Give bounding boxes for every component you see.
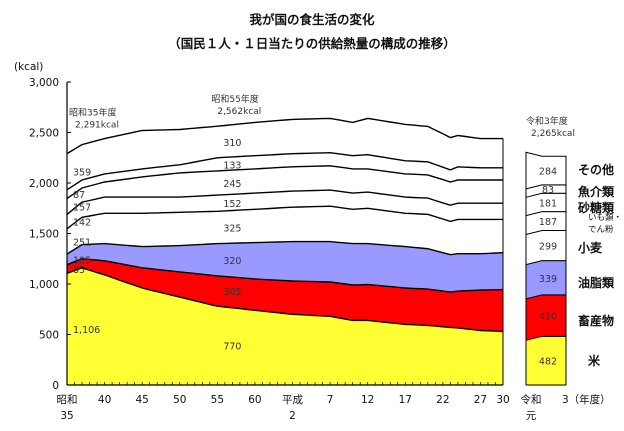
reiwa3-total: 2,265kcal [531, 129, 575, 139]
value-label-sugar: 157 [73, 202, 91, 213]
x-tick-label: 45 [135, 394, 148, 406]
legend-item-other: その他 [578, 162, 614, 177]
boundary-line-rice [66, 267, 504, 333]
legend-item-sugar: 砂糖類 [577, 200, 615, 215]
x-tick-label: 40 [98, 394, 111, 406]
value-label-wheat: 251 [73, 237, 91, 248]
x-tick-label: 12 [361, 394, 374, 406]
reiwa3-bar: 令和3年度 2,265kcal 482 410 339 299 187 181 83 284 令和元… [521, 115, 611, 422]
annotation-total: 2,291kcal [75, 121, 119, 131]
x-tick-label: 55 [211, 394, 224, 406]
x-tick-label: 7 [327, 394, 334, 406]
value-label-starch: 142 [73, 218, 91, 229]
y-axis-unit: (kcal) [14, 61, 43, 73]
y-tick-label: 3,000 [29, 77, 59, 89]
value-label-sugar: 245 [223, 179, 241, 190]
reiwa3-value-wheat: 299 [539, 242, 557, 253]
y-tick-label: 1,000 [29, 279, 59, 291]
reiwa3-segment-other [525, 151, 567, 190]
x-tick-label: 60 [248, 394, 261, 406]
boundary-line-sugar [66, 165, 503, 200]
x-label-reiwa3: 3（年度） [562, 393, 611, 406]
reiwa3-year: 令和3年度 [526, 115, 568, 127]
x-tick-label: 27 [474, 394, 487, 406]
area-rice [67, 267, 503, 385]
x-tick-label-2: 35 [60, 410, 73, 422]
y-tick-label: 2,500 [29, 128, 59, 140]
legend-item-starch: いも類・ [588, 212, 622, 223]
x-tick-label: 50 [173, 394, 186, 406]
annotation-year: 昭和35年度 [69, 107, 116, 119]
reiwa3-value-rice: 482 [539, 357, 557, 368]
legend-item-fish: 魚介類 [578, 184, 615, 199]
reiwa3-value-starch: 187 [539, 217, 557, 228]
y-tick-label: 2,000 [29, 178, 59, 190]
value-label-fish: 87 [73, 190, 85, 201]
annotation-total: 2,562kcal [217, 107, 261, 117]
x-tick-label: 平成 [282, 394, 303, 406]
axes: (kcal) 0 500 1,000 1,500 2,000 2,500 3,000 昭和 35 4… [14, 61, 510, 422]
chart-subtitle: （国民１人・１日当たりの供給熱量の構成の推移） [168, 36, 456, 51]
y-tick-label: 1,500 [29, 229, 59, 241]
boundary-lines [66, 117, 504, 333]
x-label-reiwa-gan: 元 [526, 410, 537, 422]
x-tick-label-2: 2 [289, 410, 296, 422]
value-label-livestock: 85 [73, 265, 85, 276]
value-label-other: 359 [73, 168, 91, 179]
x-tick-label: 22 [436, 394, 449, 406]
boundary-line-livestock [66, 258, 504, 293]
x-tick-label: 17 [399, 394, 412, 406]
reiwa3-value-oils: 339 [539, 274, 557, 285]
y-tick-label: 0 [52, 380, 59, 392]
boundary-line-fish [66, 151, 503, 191]
value-label-starch: 152 [223, 199, 241, 210]
reiwa3-value-sugar: 181 [539, 198, 557, 209]
chart-title: 我が国の食生活の変化 [249, 12, 375, 27]
value-label-rice: 1,106 [73, 325, 100, 336]
reiwa3-value-livestock: 410 [539, 312, 557, 323]
value-label-livestock: 305 [223, 287, 241, 298]
boundary-line-starch [66, 189, 503, 215]
x-tick-label: 30 [496, 394, 509, 406]
legend-item-wheat: 小麦 [578, 240, 603, 255]
y-tick-label: 500 [39, 330, 59, 342]
x-tick-label: 昭和 [57, 394, 78, 406]
legend-item-oils: 油脂類 [578, 275, 615, 290]
value-label-fish: 133 [223, 160, 241, 171]
legend-item-rice: 米 [588, 353, 601, 368]
value-label-other: 310 [223, 138, 241, 149]
area-layer [67, 118, 503, 386]
value-label-wheat: 325 [223, 223, 241, 234]
legend-item-starch-2: でん粉 [588, 224, 614, 235]
boundary-line-oils [66, 240, 504, 256]
boundary-line-other [66, 117, 503, 155]
reiwa3-value-other: 284 [539, 167, 557, 178]
reiwa3-value-fish: 83 [542, 185, 554, 196]
value-label-rice: 770 [223, 342, 241, 353]
value-label-oils: 320 [223, 256, 241, 267]
legend-item-livestock: 畜産物 [578, 313, 614, 328]
annotation-year: 昭和55年度 [211, 93, 258, 105]
x-label-reiwa: 令和 [521, 393, 542, 406]
boundary-line-wheat [66, 205, 503, 230]
value-label-oils: 105 [73, 255, 91, 266]
